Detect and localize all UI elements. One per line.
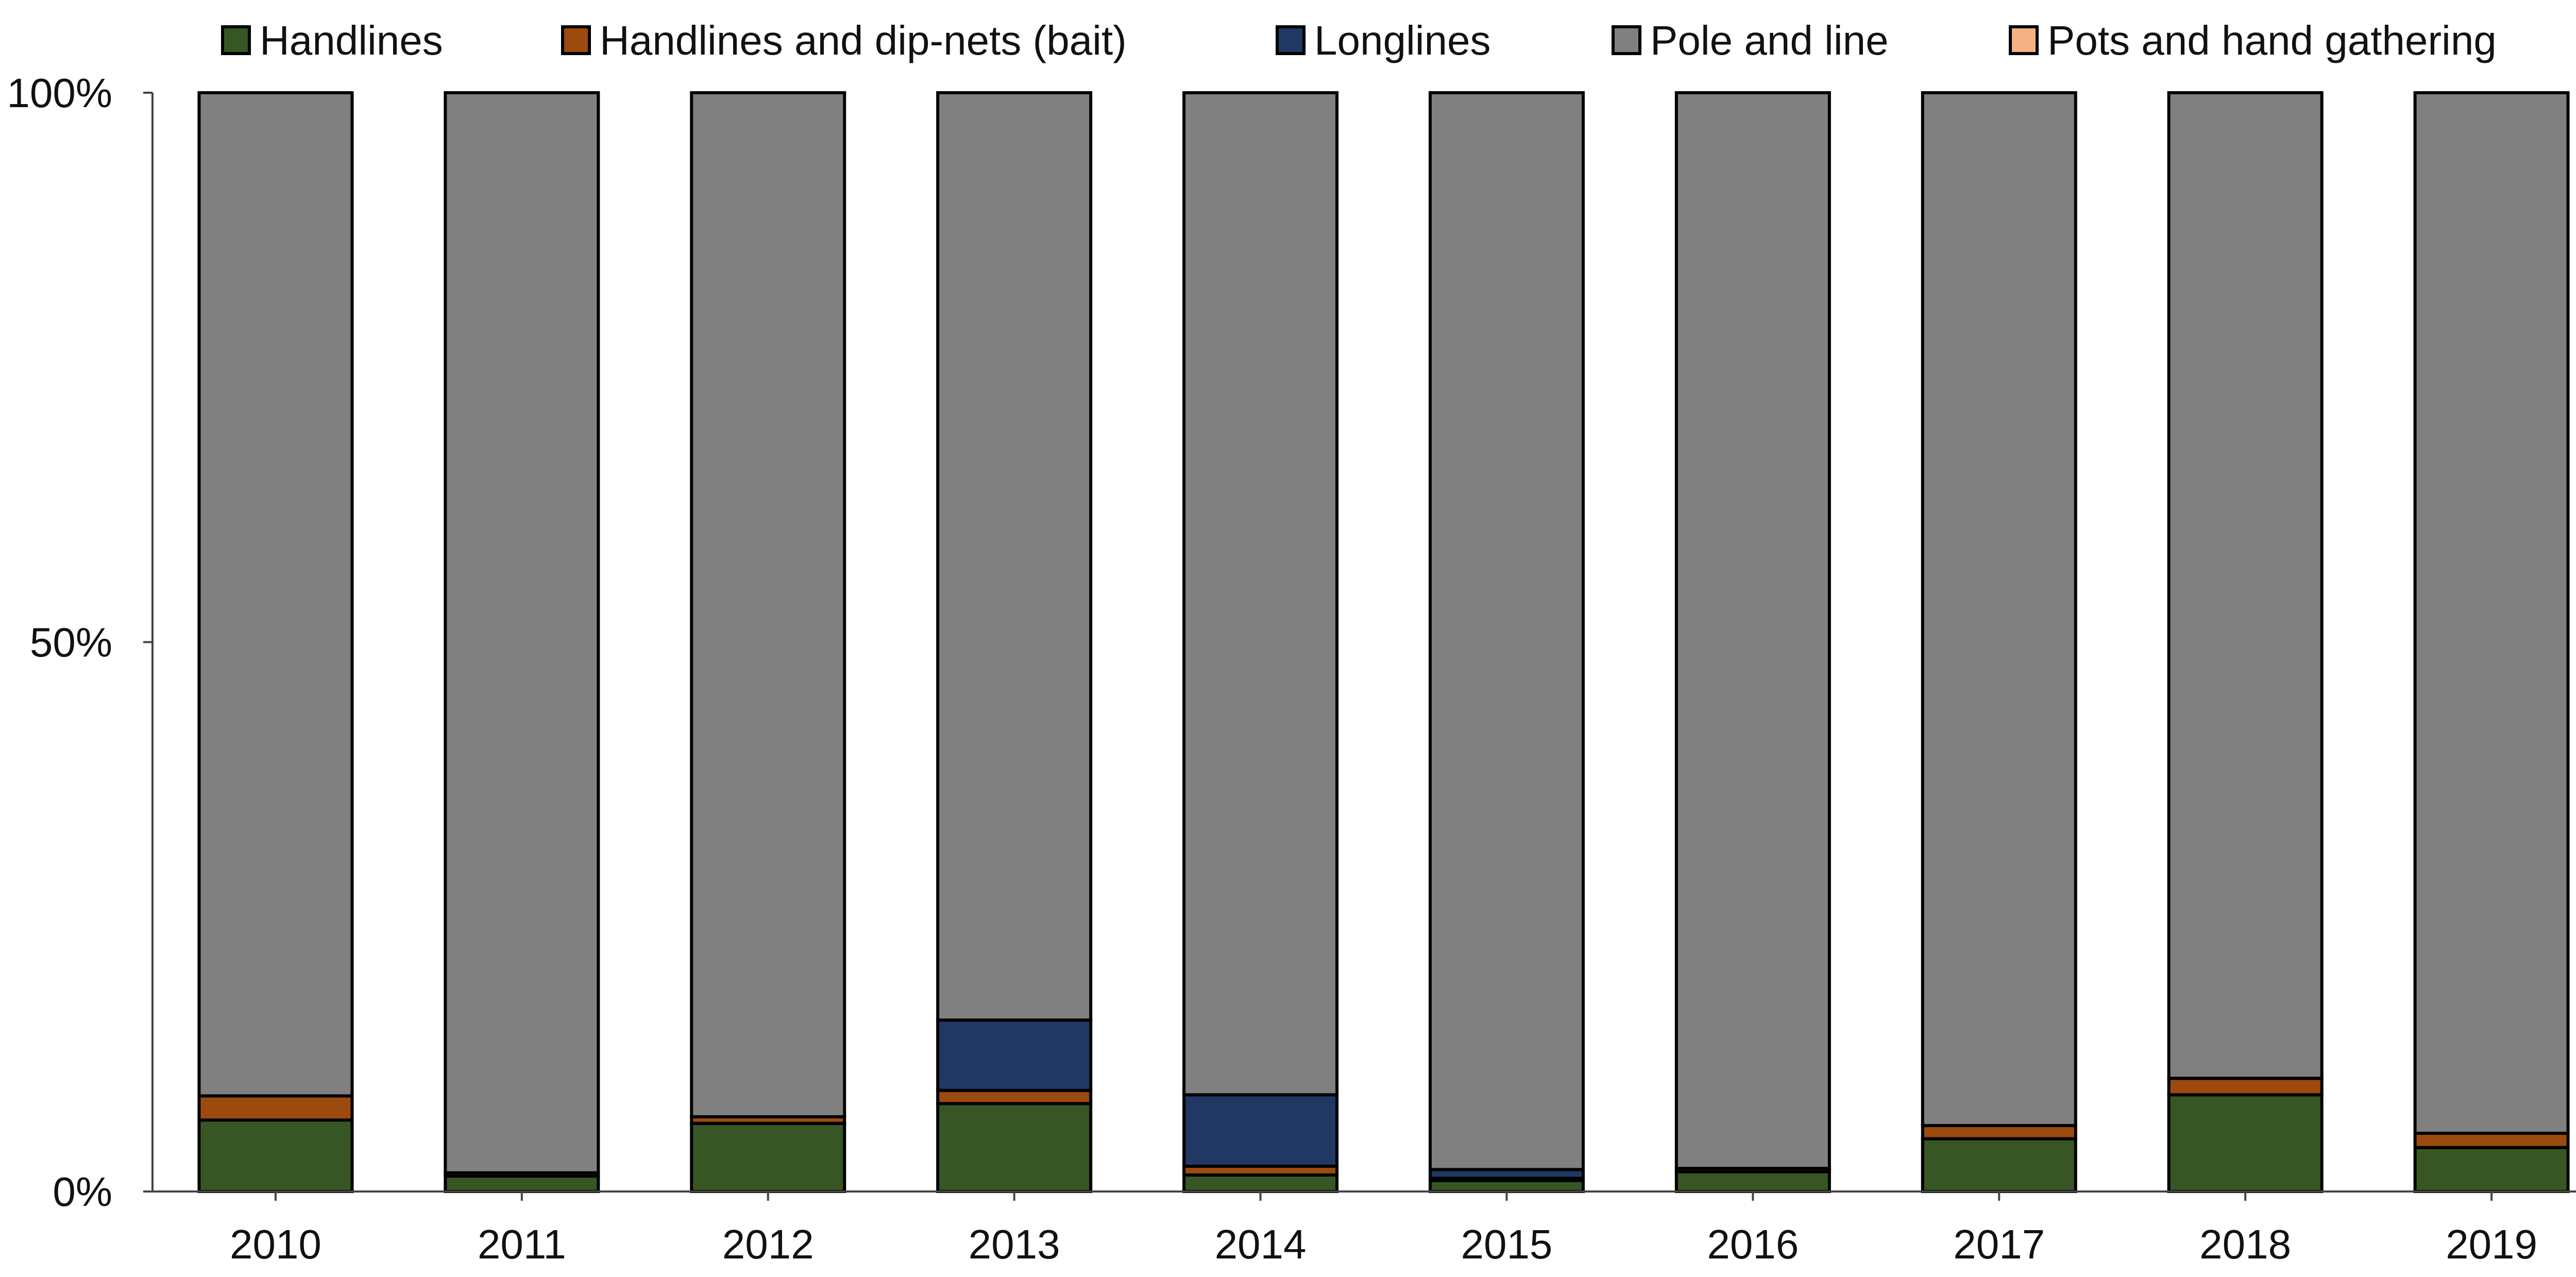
legend-swatch <box>1612 25 1641 55</box>
bar-segment-handlines-and-dip-nets-bait-2013 <box>936 1088 1093 1105</box>
bar-segment-longlines-2014 <box>1182 1093 1339 1168</box>
bar-segment-handlines-and-dip-nets-bait-2019 <box>2413 1131 2570 1149</box>
bar-segment-handlines-2011 <box>444 1174 600 1193</box>
legend-item: Handlines and dip-nets (bait) <box>561 18 1127 63</box>
bar-column-2017 <box>1921 91 2077 1193</box>
bar-column-2012 <box>690 91 846 1193</box>
legend-swatch <box>561 25 591 55</box>
x-tick-label: 2019 <box>2446 1221 2537 1267</box>
bar-segment-pole-and-line-2011 <box>444 91 600 1174</box>
y-tick-label: 100% <box>7 70 112 116</box>
bar-segment-pole-and-line-2013 <box>936 91 1093 1022</box>
bar-segment-handlines-2018 <box>2167 1093 2324 1193</box>
bar-segment-pole-and-line-2014 <box>1182 91 1339 1097</box>
legend-label: Handlines <box>260 18 443 63</box>
bar-column-2010 <box>197 91 354 1193</box>
bar-segment-handlines-and-dip-nets-bait-2010 <box>197 1094 354 1122</box>
legend-label: Pole and line <box>1650 18 1889 63</box>
bar-segment-handlines-2015 <box>1428 1179 1585 1193</box>
bar-segment-pole-and-line-2019 <box>2413 91 2570 1135</box>
bar-segment-pole-and-line-2012 <box>690 91 846 1118</box>
chart-axes: 2010 2011 2012 2013 2014 2015 2016 2017 2018 2019… <box>7 70 2576 1267</box>
legend-item: Pots and hand gathering <box>2009 18 2497 63</box>
bar-segment-handlines-2012 <box>690 1121 846 1193</box>
bar-segment-pole-and-line-2016 <box>1674 91 1831 1170</box>
legend-label: Longlines <box>1314 18 1491 63</box>
chart-legend: Handlines Handlines and dip-nets (bait) Lo… <box>221 18 2497 63</box>
x-tick-label: 2013 <box>969 1221 1060 1267</box>
x-tick-label: 2011 <box>478 1221 566 1267</box>
bar-group <box>197 91 2570 1194</box>
x-tick-label: 2015 <box>1461 1221 1552 1267</box>
x-tick-label: 2017 <box>1953 1221 2045 1267</box>
bar-column-2018 <box>2167 91 2324 1193</box>
bar-segment-longlines-2013 <box>936 1018 1093 1092</box>
bar-segment-handlines-and-dip-nets-bait-2017 <box>1921 1124 2077 1140</box>
bar-column-2016 <box>1674 91 1831 1193</box>
x-tick-label: 2010 <box>230 1221 321 1267</box>
legend-swatch <box>2009 25 2039 55</box>
x-tick-label: 2018 <box>2199 1221 2291 1267</box>
legend-item: Longlines <box>1276 18 1491 63</box>
bar-column-2011 <box>444 91 600 1193</box>
x-tick-label: 2012 <box>722 1221 814 1267</box>
bar-column-2019 <box>2413 91 2570 1193</box>
legend-swatch <box>221 25 251 55</box>
bar-segment-handlines-and-dip-nets-bait-2018 <box>2167 1077 2324 1097</box>
bar-segment-handlines-2013 <box>936 1102 1093 1194</box>
x-tick-label: 2014 <box>1215 1221 1307 1267</box>
bar-column-2014 <box>1182 91 1339 1193</box>
bar-segment-pole-and-line-2015 <box>1428 91 1585 1171</box>
bar-segment-pole-and-line-2017 <box>1921 91 2077 1128</box>
bar-column-2015 <box>1428 91 1585 1193</box>
bar-segment-handlines-2017 <box>1921 1137 2077 1193</box>
bar-segment-handlines-2016 <box>1674 1170 1831 1193</box>
bar-segment-handlines-2010 <box>197 1118 354 1193</box>
bar-segment-handlines-2019 <box>2413 1146 2570 1193</box>
legend-label: Handlines and dip-nets (bait) <box>600 18 1127 63</box>
y-tick-label: 50% <box>30 620 112 666</box>
bar-column-2013 <box>936 91 1093 1194</box>
legend-label: Pots and hand gathering <box>2047 18 2497 63</box>
bar-segment-pole-and-line-2010 <box>197 91 354 1098</box>
y-tick-label: 0% <box>53 1169 112 1215</box>
bar-segment-pole-and-line-2018 <box>2167 91 2324 1080</box>
legend-swatch <box>1276 25 1306 55</box>
legend-item: Pole and line <box>1612 18 1889 63</box>
bar-segment-handlines-2014 <box>1182 1173 1339 1193</box>
legend-item: Handlines <box>221 18 443 63</box>
x-tick-label: 2016 <box>1707 1221 1799 1267</box>
